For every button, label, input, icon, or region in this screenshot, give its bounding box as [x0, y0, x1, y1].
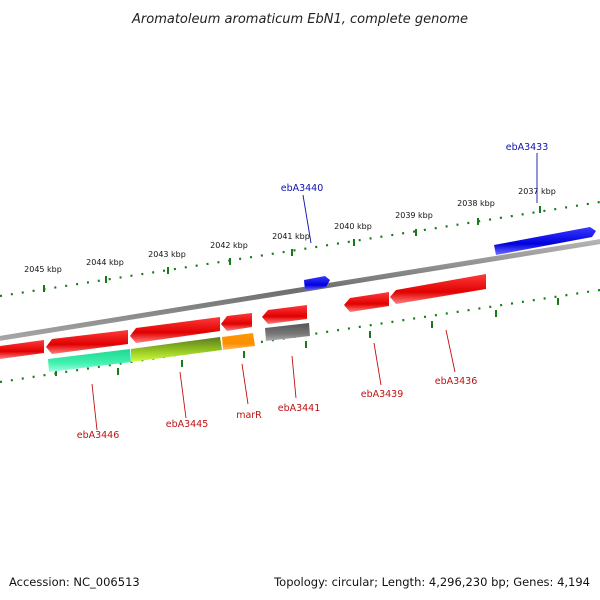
tick-label-2042: 2042 kbp: [210, 241, 248, 250]
gene-ebA3441-red[interactable]: [262, 305, 307, 324]
leader-marR: [241, 363, 249, 405]
label-ebA3440[interactable]: ebA3440: [281, 183, 324, 194]
leader-ebA3440: [302, 194, 312, 244]
label-ebA3433[interactable]: ebA3433: [506, 142, 549, 153]
label-ebA3446[interactable]: ebA3446: [77, 430, 120, 441]
tick-label-2044: 2044 kbp: [86, 258, 124, 267]
tick-label-2039: 2039 kbp: [395, 211, 433, 220]
leader-ebA3436: [445, 329, 456, 373]
gene-ebA3439-red[interactable]: [344, 292, 389, 312]
label-ebA3439[interactable]: ebA3439: [361, 389, 404, 400]
tick-label-2040: 2040 kbp: [334, 222, 372, 231]
map-title: Aromatoleum aromaticum EbN1, complete ge…: [131, 12, 468, 27]
gene-ebA3441-feature[interactable]: [265, 323, 310, 341]
tick-label-2038: 2038 kbp: [457, 199, 495, 208]
gene-left-edge[interactable]: [0, 340, 44, 359]
genome-backbone: [0, 239, 600, 341]
gene-ebA3445-red[interactable]: [130, 317, 220, 343]
label-ebA3445[interactable]: ebA3445: [166, 419, 209, 430]
tick-label-2043: 2043 kbp: [148, 250, 186, 259]
gene-ebA3445-feature[interactable]: [131, 337, 222, 362]
leader-ebA3445: [179, 371, 187, 419]
label-ebA3436[interactable]: ebA3436: [435, 376, 478, 387]
label-ebA3441[interactable]: ebA3441: [278, 403, 321, 414]
leader-ebA3446: [91, 383, 98, 431]
gene-ebA3433[interactable]: [494, 227, 596, 255]
gene-ebA3436-red[interactable]: [390, 274, 486, 304]
gene-marR-feature[interactable]: [222, 333, 255, 350]
forward-tick-ring: [0, 200, 600, 298]
accession-text: Accession: NC_006513: [9, 575, 140, 589]
gene-ebA3440[interactable]: [304, 276, 330, 291]
leader-ebA3439: [373, 342, 382, 386]
tick-label-2041: 2041 kbp: [272, 232, 310, 241]
tick-label-2045: 2045 kbp: [24, 265, 62, 274]
gene-ebA3446-feature[interactable]: [48, 349, 131, 372]
gene-ebA3446-red[interactable]: [46, 330, 128, 354]
label-marR[interactable]: marR: [236, 410, 262, 421]
leader-ebA3441: [291, 355, 297, 399]
topology-text: Topology: circular; Length: 4,296,230 bp…: [273, 575, 590, 589]
gene-marR-red[interactable]: [221, 313, 252, 331]
